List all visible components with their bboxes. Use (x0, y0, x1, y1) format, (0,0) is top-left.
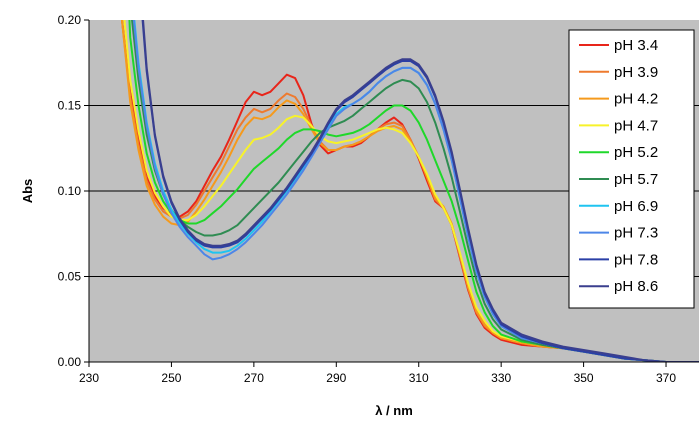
y-axis-title: Abs (20, 179, 35, 204)
legend-box (568, 29, 695, 309)
y-tick-label: 0.00 (58, 355, 82, 369)
x-tick-label: 350 (574, 371, 594, 385)
legend-label: pH 3.9 (614, 64, 658, 81)
y-tick-label: 0.05 (58, 270, 82, 284)
legend: pH 3.4 pH 3.9 pH 4.2 pH 4.7 pH 5.2 pH 5.7 pH 6… (568, 29, 695, 309)
y-tick-label: 0.20 (58, 13, 82, 27)
x-tick-label: 370 (656, 371, 676, 385)
series-line-ph-5.2 (128, 20, 699, 362)
x-tick-label: 290 (326, 371, 346, 385)
x-ticks: 230 250 270 290 310 330 350 370 (79, 362, 676, 385)
x-axis-title: λ / nm (375, 403, 413, 418)
series-line-ph-4.7 (123, 20, 699, 362)
y-ticks: 0.00 0.05 0.10 0.15 0.20 (58, 13, 89, 369)
legend-label: pH 4.2 (614, 91, 658, 108)
legend-label: pH 7.3 (614, 225, 658, 242)
x-tick-label: 330 (491, 371, 511, 385)
x-tick-label: 230 (79, 371, 99, 385)
legend-label: pH 8.6 (614, 278, 658, 295)
x-tick-label: 250 (161, 371, 181, 385)
legend-label: pH 5.7 (614, 171, 658, 188)
y-tick-label: 0.15 (58, 99, 82, 113)
x-tick-label: 270 (244, 371, 264, 385)
legend-label: pH 6.9 (614, 198, 658, 215)
series-line-ph-7.3 (132, 20, 699, 362)
series-line-ph-8.6 (142, 20, 699, 362)
legend-label: pH 7.8 (614, 251, 658, 268)
legend-label: pH 3.4 (614, 37, 658, 54)
x-tick-label: 310 (409, 371, 429, 385)
legend-label: pH 5.2 (614, 144, 658, 161)
y-tick-label: 0.10 (58, 184, 82, 198)
legend-label: pH 4.7 (614, 117, 658, 134)
series-lines (120, 20, 699, 362)
